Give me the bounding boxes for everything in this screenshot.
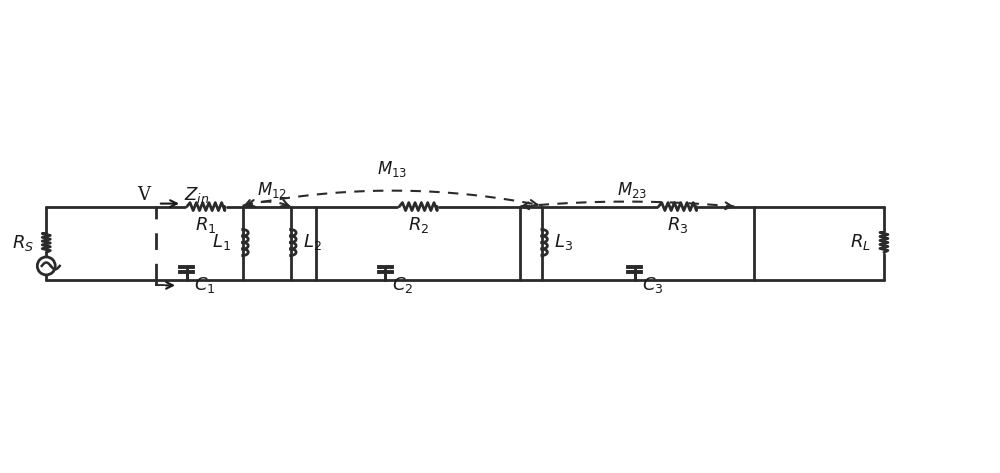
Text: $L_1$: $L_1$ — [212, 233, 231, 253]
Text: $R_3$: $R_3$ — [667, 215, 688, 235]
Text: $M_{12}$: $M_{12}$ — [257, 180, 287, 200]
Text: $M_{23}$: $M_{23}$ — [617, 180, 647, 200]
Text: $R_2$: $R_2$ — [408, 215, 429, 235]
Text: $L_2$: $L_2$ — [303, 233, 321, 253]
Text: $R_1$: $R_1$ — [195, 215, 217, 235]
Text: $C_1$: $C_1$ — [194, 275, 215, 296]
Text: $M_{13}$: $M_{13}$ — [377, 159, 407, 179]
Text: $R_L$: $R_L$ — [850, 233, 871, 253]
Text: $Z_{in}$: $Z_{in}$ — [184, 185, 209, 205]
Text: $C_3$: $C_3$ — [642, 275, 663, 296]
Text: $C_2$: $C_2$ — [392, 275, 414, 296]
Text: V: V — [137, 185, 150, 203]
Text: $R_S$: $R_S$ — [12, 233, 34, 253]
Text: $L_3$: $L_3$ — [554, 233, 573, 253]
